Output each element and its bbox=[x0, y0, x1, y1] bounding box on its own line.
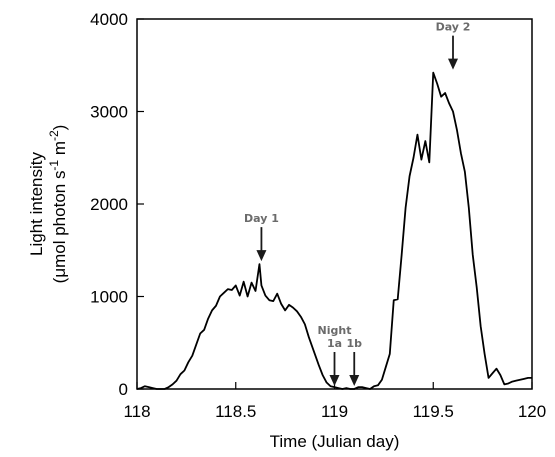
annotation-arrow-head bbox=[329, 375, 340, 386]
annotation-arrow-head bbox=[448, 58, 458, 70]
annotation: 1b bbox=[346, 337, 362, 386]
x-axis-title: Time (Julian day) bbox=[270, 432, 400, 451]
y-tick-label: 4000 bbox=[90, 10, 128, 29]
annotation-arrow-head bbox=[349, 375, 360, 386]
y-tick-label: 3000 bbox=[90, 103, 128, 122]
annotation: Day 1 bbox=[244, 212, 279, 262]
annotation-label: 1a bbox=[327, 337, 342, 350]
y-axis-title: Light intensity (μmol photon s-1 m-2) bbox=[27, 125, 69, 284]
annotation-arrow-head bbox=[256, 250, 267, 262]
annotation-label: 1b bbox=[346, 337, 362, 350]
y-tick-label: 0 bbox=[119, 380, 128, 399]
series-layer bbox=[136, 71, 532, 390]
y-axis-title-line1: Light intensity bbox=[27, 152, 46, 256]
annotation: Day 2 bbox=[436, 21, 471, 70]
y-axis: 0 1000 2000 3000 4000 bbox=[90, 10, 144, 399]
light-intensity-line bbox=[136, 71, 532, 390]
annotation-label: Night bbox=[318, 324, 352, 337]
x-tick-label: 120 bbox=[518, 402, 546, 421]
x-tick-label: 118.5 bbox=[215, 402, 256, 421]
x-axis: 118 118.5 119 119.5 120 bbox=[123, 382, 546, 421]
y-axis-title-line2: (μmol photon s-1 m-2) bbox=[47, 125, 69, 284]
y-tick-label: 1000 bbox=[90, 288, 128, 307]
x-tick-label: 118 bbox=[123, 402, 150, 421]
y-tick-label: 2000 bbox=[90, 195, 128, 214]
x-tick-label: 119.5 bbox=[413, 402, 454, 421]
annotation-label: Day 1 bbox=[244, 212, 279, 225]
x-tick-label: 119 bbox=[321, 402, 348, 421]
annotation-label: Day 2 bbox=[436, 21, 471, 34]
